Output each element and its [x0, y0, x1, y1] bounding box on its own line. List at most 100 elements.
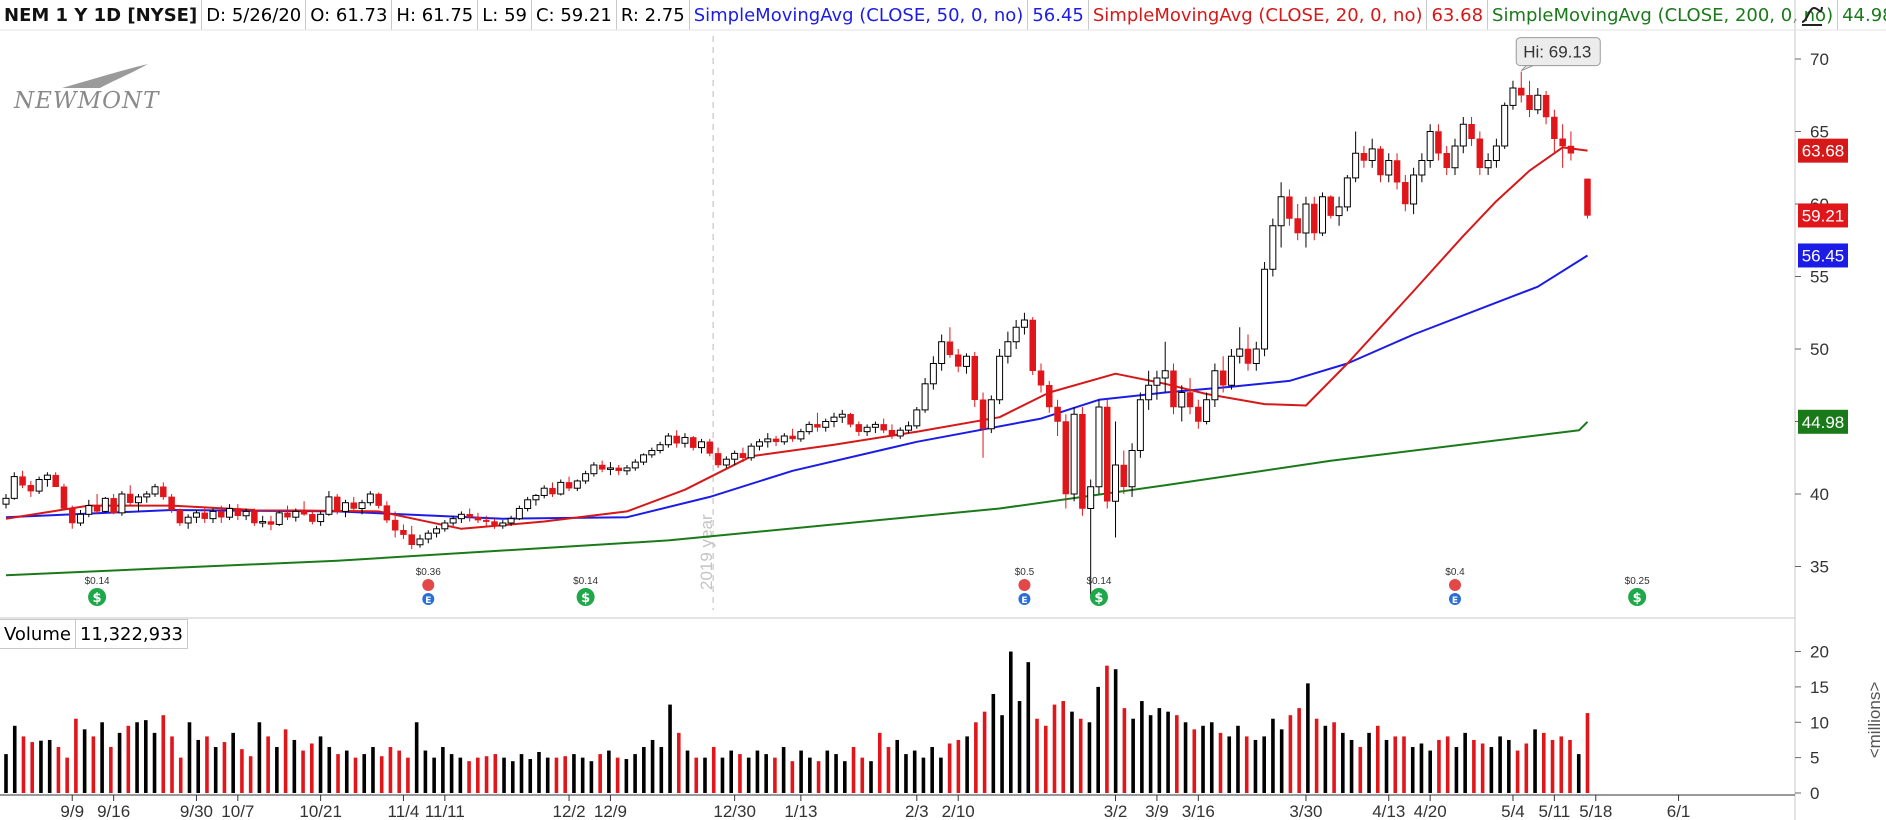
- candle[interactable]: [1368, 138, 1376, 168]
- volume-bar[interactable]: [1236, 725, 1240, 793]
- volume-bar[interactable]: [519, 754, 524, 793]
- volume-bar[interactable]: [563, 756, 567, 793]
- candle[interactable]: [880, 418, 887, 434]
- candle[interactable]: [1269, 218, 1277, 277]
- volume-bar[interactable]: [1306, 683, 1310, 793]
- candle[interactable]: [1236, 327, 1244, 364]
- volume-bar[interactable]: [904, 754, 908, 793]
- volume-bar[interactable]: [965, 736, 969, 793]
- candle[interactable]: [1211, 363, 1219, 408]
- candle[interactable]: [797, 428, 805, 442]
- candle[interactable]: [1377, 146, 1384, 183]
- volume-bar[interactable]: [1035, 718, 1039, 793]
- volume-bar[interactable]: [851, 747, 856, 793]
- candle[interactable]: [1443, 146, 1450, 175]
- candle[interactable]: [160, 482, 167, 500]
- candle[interactable]: [1227, 349, 1235, 390]
- candle[interactable]: [27, 480, 35, 497]
- sma200-line[interactable]: [5, 421, 1589, 577]
- sma200-label[interactable]: SimpleMovingAvg (CLOSE, 200, 0, no): [1488, 0, 1839, 30]
- candle[interactable]: [1418, 153, 1426, 183]
- volume-bar[interactable]: [1515, 750, 1520, 793]
- volume-bar[interactable]: [1061, 701, 1066, 793]
- volume-bar[interactable]: [773, 757, 777, 793]
- sma50-label[interactable]: SimpleMovingAvg (CLOSE, 50, 0, no): [690, 0, 1029, 30]
- event-marker-earnings[interactable]: $0.36 E: [416, 567, 441, 606]
- candle[interactable]: [557, 479, 565, 496]
- candle[interactable]: [1509, 80, 1517, 110]
- candle[interactable]: [814, 412, 821, 432]
- candle[interactable]: [457, 511, 465, 523]
- candle[interactable]: [77, 509, 85, 526]
- candle[interactable]: [532, 494, 540, 506]
- candle[interactable]: [176, 508, 184, 526]
- volume-bar[interactable]: [1183, 722, 1188, 793]
- candle[interactable]: [540, 485, 548, 499]
- volume-bar[interactable]: [1489, 747, 1494, 793]
- candle[interactable]: [1054, 399, 1061, 436]
- volume-bar[interactable]: [1140, 701, 1144, 793]
- volume-bar[interactable]: [676, 732, 681, 793]
- volume-bar[interactable]: [685, 750, 690, 793]
- candle[interactable]: [515, 505, 523, 521]
- candle[interactable]: [789, 428, 796, 442]
- candle[interactable]: [1128, 443, 1136, 497]
- volume-bar[interactable]: [4, 754, 8, 793]
- candle[interactable]: [85, 499, 93, 518]
- volume-bar[interactable]: [476, 757, 480, 793]
- candle[interactable]: [681, 433, 689, 448]
- candle[interactable]: [1244, 334, 1252, 371]
- volume-bar[interactable]: [1026, 662, 1031, 793]
- candle[interactable]: [1534, 88, 1542, 115]
- volume-bar[interactable]: [458, 757, 463, 793]
- candle[interactable]: [1435, 124, 1442, 161]
- volume-bar[interactable]: [1288, 715, 1293, 793]
- candle[interactable]: [1087, 479, 1095, 596]
- candle[interactable]: [871, 421, 879, 434]
- candle[interactable]: [1302, 196, 1310, 248]
- candle[interactable]: [491, 518, 498, 529]
- volume-bar[interactable]: [738, 754, 742, 793]
- candle[interactable]: [507, 515, 515, 526]
- volume-bar[interactable]: [240, 749, 244, 793]
- candle[interactable]: [954, 349, 962, 373]
- candle[interactable]: [400, 524, 407, 539]
- candle[interactable]: [755, 438, 763, 451]
- volume-bar[interactable]: [371, 747, 375, 793]
- volume-bar[interactable]: [1498, 736, 1502, 793]
- candle[interactable]: [689, 436, 697, 451]
- volume-bar[interactable]: [1166, 711, 1170, 793]
- candle[interactable]: [1286, 189, 1293, 226]
- candle[interactable]: [648, 447, 656, 458]
- candle[interactable]: [1294, 204, 1301, 241]
- volume-bar[interactable]: [982, 711, 987, 793]
- candle[interactable]: [606, 462, 614, 476]
- volume-bar[interactable]: [1393, 736, 1398, 793]
- candle[interactable]: [1360, 146, 1368, 168]
- candle[interactable]: [10, 472, 18, 500]
- candle[interactable]: [1012, 320, 1020, 349]
- candle[interactable]: [1103, 399, 1111, 509]
- volume-bar[interactable]: [336, 754, 340, 793]
- volume-bar[interactable]: [1437, 739, 1441, 793]
- candle[interactable]: [1327, 195, 1335, 219]
- candle[interactable]: [1252, 341, 1260, 371]
- volume-bar[interactable]: [493, 754, 498, 793]
- candle[interactable]: [1178, 385, 1186, 422]
- volume-bar[interactable]: [1341, 732, 1345, 793]
- volume-bar[interactable]: [30, 742, 35, 793]
- symbol-label[interactable]: NEM 1 Y 1D [NYSE]: [0, 0, 203, 30]
- volume-title[interactable]: Volume: [0, 620, 76, 648]
- candle[interactable]: [946, 327, 954, 358]
- candle[interactable]: [549, 482, 556, 497]
- volume-bar[interactable]: [1113, 669, 1118, 793]
- volume-bar[interactable]: [939, 757, 943, 793]
- candle[interactable]: [350, 496, 358, 512]
- candle[interactable]: [333, 494, 341, 515]
- candle[interactable]: [1319, 192, 1327, 236]
- candle[interactable]: [1112, 421, 1120, 538]
- candle[interactable]: [1310, 196, 1318, 241]
- candle[interactable]: [1492, 138, 1500, 168]
- candle[interactable]: [209, 508, 217, 524]
